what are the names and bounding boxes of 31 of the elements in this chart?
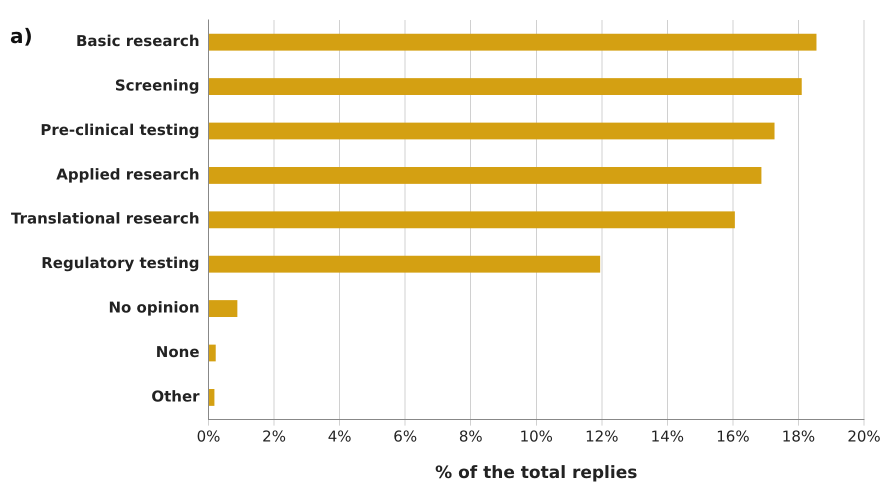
- bar: [209, 388, 214, 406]
- x-tick-label: 6%: [393, 427, 418, 446]
- x-axis-title: % of the total replies: [435, 463, 638, 484]
- y-tick-label: Applied research: [56, 165, 200, 184]
- bar: [209, 300, 238, 318]
- x-tick-label: 12%: [585, 427, 618, 446]
- y-tick-label: None: [156, 342, 200, 361]
- bar: [209, 211, 735, 228]
- bar: [209, 122, 775, 140]
- y-tick-label: Pre-clinical testing: [40, 120, 200, 139]
- bar: [209, 78, 802, 96]
- text: a): [10, 24, 33, 48]
- y-tick-label: Other: [151, 387, 200, 406]
- y-tick-label: Translational research: [10, 210, 200, 228]
- y-tick-label: Regulatory testing: [41, 254, 200, 272]
- bar: [209, 166, 762, 184]
- x-tick-label: 8%: [458, 427, 483, 446]
- x-tick-label: 10%: [520, 427, 553, 446]
- x-tick-label: 14%: [650, 427, 684, 446]
- y-tick-label: Basic research: [76, 32, 200, 50]
- x-tick-label: 20%: [847, 427, 881, 446]
- x-tick-label: 4%: [328, 427, 352, 446]
- y-tick-label: Screening: [114, 76, 200, 94]
- x-tick-label: 0%: [196, 427, 220, 446]
- x-tick-label: 18%: [782, 427, 816, 446]
- bar: [209, 344, 216, 362]
- bar: [209, 34, 816, 51]
- bar: [209, 256, 600, 273]
- x-tick-label: 2%: [262, 427, 286, 446]
- x-tick-label: 16%: [716, 427, 750, 446]
- y-tick-label: No opinion: [108, 298, 200, 316]
